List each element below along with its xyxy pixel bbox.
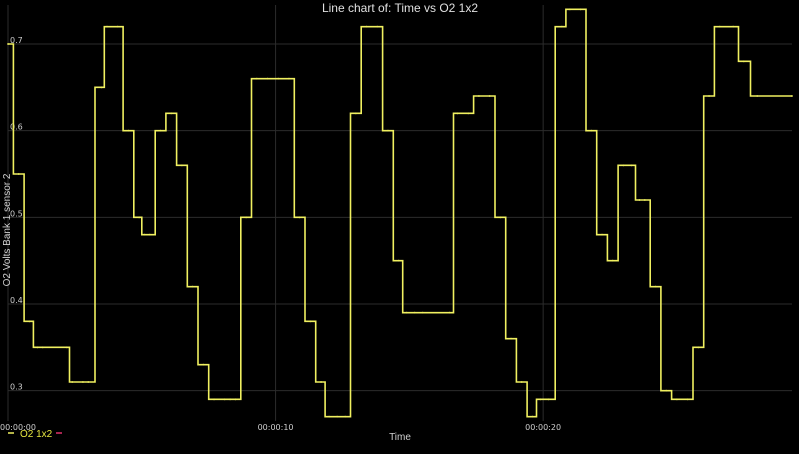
data-point [405, 311, 408, 314]
x-axis-label: Time [389, 432, 411, 443]
y-tick-label: 0.7 [10, 36, 23, 45]
data-point [622, 164, 625, 167]
data-point [344, 415, 347, 418]
data-point [478, 95, 480, 97]
data-point [127, 129, 130, 132]
data-point [732, 25, 735, 28]
tick-layer: 0.3 0.4 0.5 0.6 0.7 00:00:00 00:00:10 00:00:20 [0, 36, 561, 432]
y-tick-label: 0.4 [10, 296, 23, 305]
data-point [742, 60, 745, 63]
data-point [686, 398, 689, 401]
data-point [539, 398, 542, 401]
data-point [579, 8, 582, 11]
data-point [255, 77, 258, 80]
data-point [756, 95, 759, 97]
data-point [421, 311, 424, 314]
data-point [328, 415, 330, 418]
data-point [643, 199, 646, 201]
data-point [116, 25, 119, 28]
y-tick-label: 0.3 [10, 383, 23, 392]
data-point [143, 233, 146, 236]
data-point [245, 216, 248, 219]
data-point [148, 233, 151, 236]
data-point [531, 415, 534, 418]
data-point [791, 95, 793, 97]
data-point [569, 8, 571, 11]
data-point [547, 398, 550, 401]
data-point [365, 25, 368, 28]
data-point [223, 398, 226, 401]
data-point [560, 25, 563, 28]
data-point [277, 77, 280, 80]
data-point [181, 164, 183, 167]
x-tick-label: 00:00:10 [258, 423, 294, 432]
data-point [456, 112, 459, 115]
data-point [82, 381, 84, 383]
data-point [499, 216, 502, 219]
data-point [229, 398, 231, 401]
data-point [676, 398, 678, 401]
y-tick-label: 0.5 [10, 209, 23, 218]
data-point [138, 216, 141, 219]
data-point [100, 86, 103, 89]
data-point [510, 337, 512, 340]
data-point [41, 346, 44, 349]
data-point [665, 389, 668, 392]
data-point [65, 346, 68, 349]
data-point [213, 398, 215, 401]
data-point [387, 129, 389, 132]
data-point [354, 112, 357, 115]
data-point [36, 346, 39, 349]
data-point [376, 25, 379, 28]
data-point [611, 259, 614, 262]
data-point [288, 77, 290, 80]
data-point [638, 199, 641, 201]
data-point [191, 285, 194, 288]
data-point [718, 25, 721, 28]
legend: O2 1x2 [8, 429, 62, 440]
data-point [106, 25, 108, 28]
data-point [413, 311, 416, 314]
data-point [266, 77, 269, 80]
x-tick-label: 00:00:00 [0, 423, 36, 432]
series-layer [7, 8, 793, 418]
grid-layer [7, 5, 792, 421]
data-point [397, 259, 400, 262]
data-point [708, 95, 710, 97]
data-point [697, 346, 700, 349]
data-point [159, 129, 162, 132]
data-point [320, 381, 322, 383]
data-point [17, 173, 20, 175]
data-point [601, 233, 603, 236]
data-point [336, 415, 339, 418]
data-point [590, 129, 593, 132]
x-tick-label: 00:00:20 [525, 423, 561, 432]
data-point [488, 95, 491, 97]
data-point [202, 363, 205, 366]
data-point [87, 381, 90, 383]
data-point [520, 381, 523, 383]
data-point [298, 216, 301, 219]
data-point [448, 311, 451, 314]
data-point [467, 112, 470, 115]
legend-label: O2 1x2 [20, 429, 53, 440]
series-line [8, 8, 792, 418]
y-tick-label: 0.6 [10, 123, 23, 132]
data-point [7, 43, 9, 45]
data-point [309, 320, 312, 323]
y-axis-label: O2 Volts Bank 1 sensor 2 [2, 173, 13, 286]
data-point [28, 320, 31, 323]
data-point [630, 164, 633, 167]
data-point [71, 381, 74, 383]
data-point [654, 285, 657, 288]
chart-title: Line chart of: Time vs O2 1x2 [322, 1, 478, 15]
data-point [234, 398, 237, 401]
data-point [170, 112, 173, 115]
